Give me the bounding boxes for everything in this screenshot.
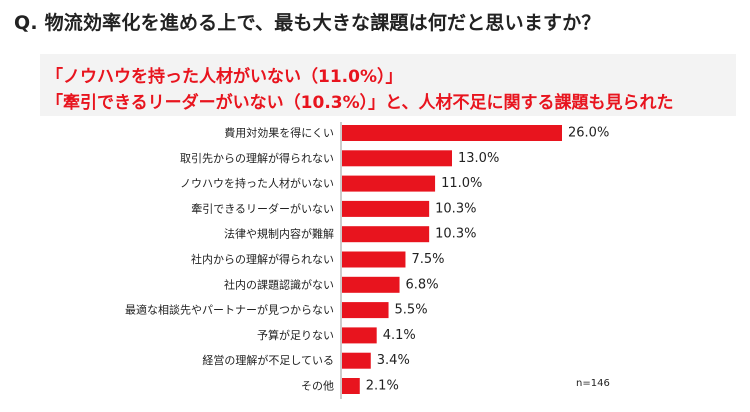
category-label: 取引先からの理解が得られない: [180, 151, 334, 165]
bar: [342, 327, 377, 344]
bar: [342, 150, 452, 167]
highlight-line-1: 「ノウハウを持った人材がいない（11.0%）」: [46, 67, 403, 87]
bar: [342, 276, 400, 293]
value-label: 26.0%: [568, 126, 609, 141]
bar: [342, 200, 430, 217]
value-label: 3.4%: [377, 353, 410, 368]
bar: [342, 175, 436, 192]
value-label: 11.0%: [441, 176, 482, 191]
value-label: 2.1%: [366, 379, 399, 394]
category-label: 牽引できるリーダーがいない: [191, 201, 334, 215]
category-label: 社内からの理解が得られない: [191, 252, 334, 266]
bar: [342, 251, 406, 268]
value-label: 10.3%: [435, 227, 476, 242]
value-label: 5.5%: [395, 303, 428, 318]
value-label: 6.8%: [406, 277, 439, 292]
category-label: 法律や規制内容が難解: [224, 227, 334, 241]
bar: [342, 378, 360, 394]
sample-size: n=146: [576, 378, 610, 389]
bar: [342, 125, 562, 141]
bar: [342, 226, 430, 243]
category-label: 経営の理解が不足している: [202, 353, 334, 367]
highlight-box: 「ノウハウを持った人材がいない（11.0%）」 「牽引できるリーダーがいない（1…: [40, 54, 736, 116]
category-label: ノウハウを持った人材がいない: [180, 176, 334, 190]
category-label: その他: [301, 380, 334, 393]
value-label: 7.5%: [411, 252, 444, 267]
value-label: 4.1%: [383, 328, 416, 343]
question-title: Q. 物流効率化を進める上で、最も大きな課題は何だと思いますか？: [14, 12, 601, 34]
category-label: 費用対効果を得にくい: [224, 126, 334, 140]
category-label: 社内の課題認識がない: [224, 277, 334, 291]
value-label: 10.3%: [435, 201, 476, 216]
bars-group: 費用対効果を得にくい 26.0% 取引先からの理解が得られない 13.0% ノウハウを持…: [125, 125, 609, 394]
category-label: 最適な相談先やパートナーが見つからない: [125, 303, 334, 317]
bar: [342, 352, 371, 369]
category-label: 予算が足りない: [257, 328, 334, 342]
highlight-line-2: 「牽引できるリーダーがいない（10.3%）」と、人材不足に関する課題も見られた: [46, 93, 674, 113]
bar: [342, 302, 389, 319]
value-label: 13.0%: [458, 151, 499, 166]
